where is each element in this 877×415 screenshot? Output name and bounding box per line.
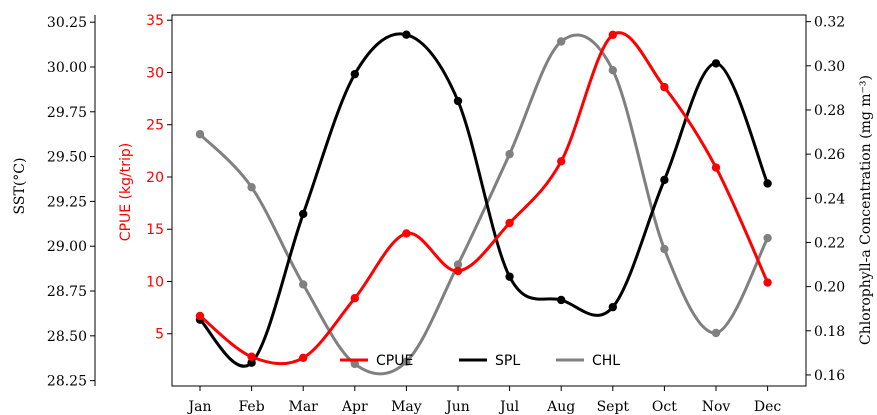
data-point-cpue-jan <box>195 311 205 321</box>
cpue-axis-tick-label: 25 <box>146 118 164 134</box>
sst-axis-tick-label: 29.00 <box>47 239 87 255</box>
data-point-spl-jul <box>505 272 514 281</box>
data-point-spl-dec <box>763 179 772 188</box>
data-point-cpue-may <box>402 229 411 238</box>
data-point-cpue-feb <box>247 352 256 361</box>
data-point-spl-mar <box>299 209 308 219</box>
chl-axis-tick-label: 0.16 <box>814 368 845 384</box>
sst-axis-tick-label: 28.75 <box>47 284 87 300</box>
chl-axis-tick-label: 0.28 <box>814 103 845 119</box>
cpue-axis-tick-label: 35 <box>146 13 164 29</box>
x-axis-tick-label: Dec <box>754 399 782 415</box>
series-layer <box>195 30 772 376</box>
data-point-spl-feb <box>247 358 256 367</box>
data-point-chl-nov <box>711 328 721 338</box>
x-axis-tick-label: Nov <box>702 399 731 415</box>
x-axis-tick-label: Sept <box>597 399 630 415</box>
x-axis-tick-label: Apr <box>341 399 368 415</box>
chl-axis-tick-label: 0.24 <box>814 191 845 207</box>
chl-axis-title: Chlorophyll-a Concentration (mg m⁻³) <box>858 75 874 345</box>
data-point-chl-aug <box>557 37 566 46</box>
legend-label-chl: CHL <box>592 353 620 369</box>
data-point-cpue-mar <box>299 353 308 362</box>
data-point-spl-apr <box>350 69 359 79</box>
cpue-axis-title: CPUE (kg/trip) <box>118 143 134 241</box>
data-point-cpue-oct <box>660 82 669 92</box>
data-point-chl-jun <box>453 260 463 269</box>
x-axis-tick-label: Feb <box>238 399 264 415</box>
legend-label-spl: SPL <box>495 353 520 369</box>
legend: CPUE SPL CHL <box>340 353 620 369</box>
x-axis-tick-label: Mar <box>289 399 319 415</box>
data-point-spl-aug <box>557 295 566 305</box>
chl-axis-tick-label: 0.20 <box>814 280 845 296</box>
plot-frame-layer <box>94 14 807 387</box>
plot-frame <box>171 14 807 387</box>
series-line-chl <box>198 33 770 376</box>
sst-axis-tick-label: 30.25 <box>47 15 87 31</box>
data-point-chl-jan <box>195 130 205 139</box>
cpue-axis-tick-label: 20 <box>146 170 164 186</box>
data-point-chl-oct <box>660 244 669 254</box>
data-point-cpue-dec <box>763 278 772 287</box>
data-point-chl-may <box>402 357 411 366</box>
x-axis-tick-label: Oct <box>652 399 677 415</box>
chl-axis-tick-label: 0.22 <box>814 235 845 251</box>
axes-layer: 28.25 28.50 28.75 29.00 29.25 29.50 29.75 30.00… <box>12 13 874 415</box>
data-point-cpue-sept <box>608 30 617 40</box>
data-point-spl-sept <box>608 302 617 312</box>
sst-axis-tick-label: 29.75 <box>47 105 87 121</box>
sst-axis-tick-label: 29.50 <box>47 150 87 166</box>
cpue-axis-tick-label: 5 <box>155 327 164 343</box>
sst-axis-tick-label: 28.50 <box>47 329 87 345</box>
data-point-chl-feb <box>247 183 256 192</box>
data-point-cpue-jul <box>505 218 514 228</box>
chl-axis-tick-label: 0.18 <box>814 324 845 340</box>
x-axis-tick-label: May <box>391 399 422 415</box>
legend-label-cpue: CPUE <box>376 353 413 369</box>
data-point-chl-mar <box>299 280 308 289</box>
data-point-cpue-apr <box>350 294 359 303</box>
data-point-cpue-aug <box>557 157 566 166</box>
chl-axis-tick-label: 0.26 <box>814 147 845 163</box>
data-point-chl-dec <box>763 233 772 243</box>
data-point-spl-jun <box>453 96 463 106</box>
chl-axis-tick-label: 0.30 <box>814 59 845 75</box>
cpue-axis-tick-label: 15 <box>146 222 164 238</box>
cpue-axis-tick-label: 10 <box>146 274 164 290</box>
series-line-spl <box>198 32 770 368</box>
data-point-chl-jul <box>505 149 514 159</box>
x-axis-tick-label: Jul <box>498 399 520 415</box>
chl-axis-tick-label: 0.32 <box>814 15 845 31</box>
x-axis-tick-label: Aug <box>546 399 575 415</box>
data-point-chl-sept <box>608 66 617 75</box>
cpue-axis-tick-label: 30 <box>146 65 164 81</box>
series-line-cpue <box>198 31 770 366</box>
sst-axis-tick-label: 29.25 <box>47 194 87 210</box>
x-axis-tick-label: Jan <box>187 399 212 415</box>
sst-axis-tick-label: 30.00 <box>47 60 87 76</box>
data-point-cpue-nov <box>711 163 721 172</box>
data-point-cpue-jun <box>453 266 463 276</box>
sst-axis-title: SST(°C) <box>12 158 28 215</box>
sst-axis-tick-label: 28.25 <box>47 374 87 390</box>
data-point-spl-may <box>402 30 411 39</box>
data-point-spl-oct <box>660 175 669 185</box>
x-axis-tick-label: Jun <box>444 399 470 415</box>
data-point-chl-apr <box>350 359 359 369</box>
data-point-spl-nov <box>711 59 721 68</box>
